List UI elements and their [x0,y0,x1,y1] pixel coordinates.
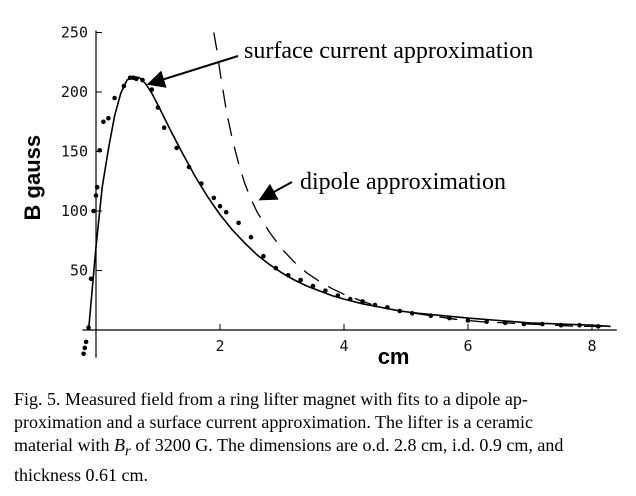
tick-marks: 50 100 150 200 250 2 4 6 8 [61,24,597,356]
measured-point [94,184,100,190]
measured-point [385,305,390,310]
measured-point [83,339,89,345]
measured-point [595,324,601,329]
caption-line-1: Fig. 5. Measured field from a ring lifte… [14,389,528,409]
x-tick-label: 6 [463,337,472,355]
measured-point [121,83,127,89]
measured-point [223,209,229,215]
measured-point [86,325,91,330]
y-tick-label: 50 [70,262,88,280]
measured-point [397,308,403,314]
measured-point [298,277,303,283]
measured-point [82,345,88,351]
measured-point [211,195,217,201]
annotation-arrow [146,55,239,88]
measured-point [465,318,471,323]
caption-text: material with [14,435,114,455]
measured-point [91,208,96,214]
measured-point [112,95,117,101]
measured-point [81,351,86,357]
y-axis-title: B gauss [20,135,45,221]
annotation-arrow [258,181,293,201]
measured-point [155,105,161,110]
x-tick-label: 2 [215,337,224,355]
measured-point [261,253,266,259]
measured-point [134,76,139,82]
figure-caption: Fig. 5. Measured field from a ring lifte… [14,388,624,487]
measured-point [217,203,223,209]
measured-point [521,321,527,327]
measured-point [199,181,204,186]
annotation-surface-current: surface current approximation [244,38,533,64]
measured-point [484,319,489,325]
x-tick-label: 4 [339,337,348,355]
br-subscript: r [124,443,131,460]
measured-point [310,283,316,289]
annotations: surface current approximation dipole appr… [146,38,533,201]
measured-point [273,265,279,271]
measured-point [540,321,545,327]
measured-point [106,115,111,121]
series-lines [87,32,611,331]
x-tick-label: 8 [587,337,596,355]
measured-point [248,234,254,240]
measured-point [447,315,452,321]
measured-point [140,77,145,83]
caption-line-2: proximation and a surface current approx… [14,412,533,432]
measured-point [285,273,291,278]
y-tick-label: 200 [61,83,88,101]
measured-point [186,164,192,170]
measured-point [97,148,102,153]
annotation-dipole: dipole approximation [300,169,506,195]
data-points [81,75,601,357]
surface-current-fit-line [87,75,611,331]
br-symbol: B [113,435,125,455]
measured-point [409,311,415,316]
y-tick-label: 100 [61,202,88,220]
measured-point [360,299,365,304]
x-axis-title: cm [378,344,410,369]
measured-point [93,193,99,198]
y-tick-label: 250 [61,24,88,42]
measured-point [577,322,582,328]
measured-point [236,220,241,226]
field-chart: 50 100 150 200 250 2 4 6 8 surface current appro… [20,24,617,369]
caption-line-3: material with Br of 3200 G. The dimensio… [14,434,624,464]
measured-point [101,119,106,125]
measured-point [149,87,155,92]
measured-point [347,296,353,302]
measured-point [502,320,508,326]
measured-point [335,293,341,298]
caption-text: of 3200 G. The dimensions are o.d. 2.8 c… [130,435,564,455]
measured-point [161,125,167,130]
measured-point [428,313,434,319]
measured-point [372,302,378,308]
measured-point [558,322,564,328]
caption-line-4: thickness 0.61 cm. [14,464,148,485]
measured-point [323,288,328,294]
dipole-fit-line [213,32,605,328]
measured-point [174,145,179,151]
y-tick-label: 150 [61,143,88,161]
measured-point [88,276,94,282]
